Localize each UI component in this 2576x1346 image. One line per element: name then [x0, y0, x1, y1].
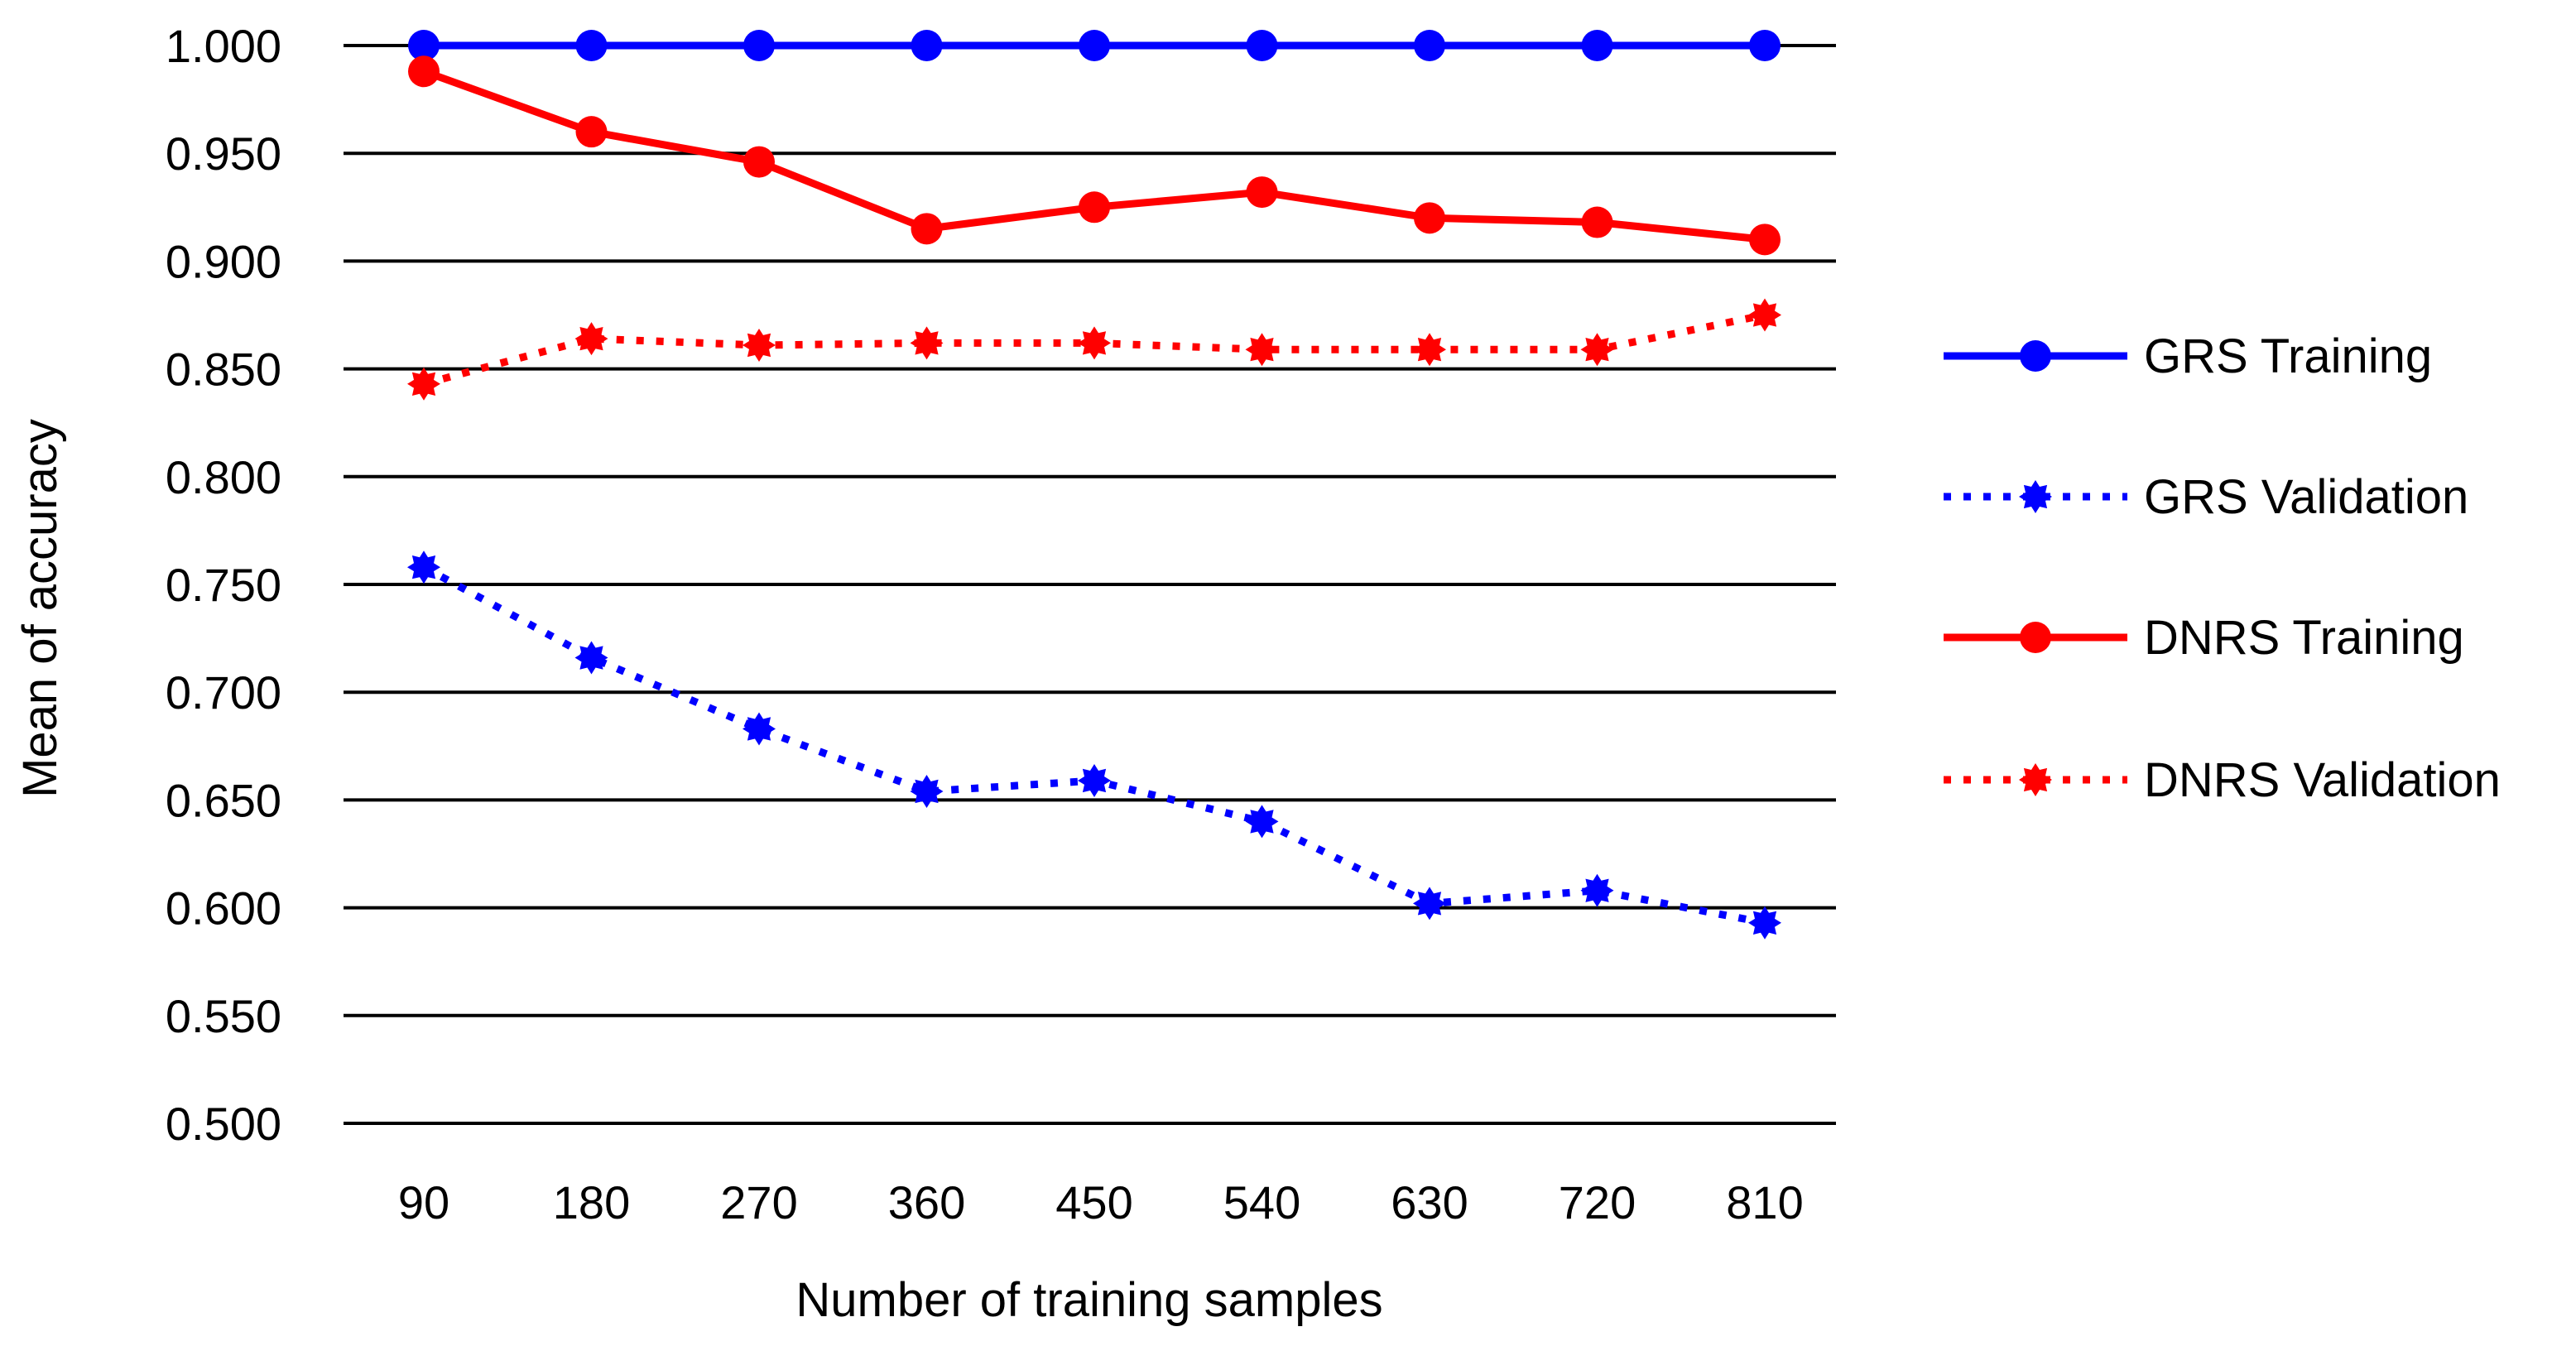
data-point [1245, 805, 1279, 839]
legend-label: GRS Validation [2144, 470, 2468, 524]
x-tick-label: 90 [398, 1176, 449, 1228]
data-point [1748, 906, 1781, 940]
data-point [743, 146, 775, 178]
legend: GRS Training GRS Validation DNRS Training D… [1944, 329, 2501, 807]
data-point [910, 775, 944, 808]
data-point [1078, 764, 1111, 797]
data-point [1413, 333, 1446, 367]
legend-marker [2020, 622, 2051, 653]
data-point [408, 55, 440, 88]
data-point [743, 329, 776, 362]
data-point [407, 367, 440, 401]
legend-entry: GRS Validation [1944, 470, 2468, 524]
legend-label: DNRS Validation [2144, 753, 2501, 807]
y-tick-label: 0.750 [166, 559, 281, 611]
legend-entry: GRS Training [1944, 329, 2432, 383]
x-tick-label: 180 [553, 1176, 630, 1228]
y-tick-label: 0.900 [166, 235, 281, 287]
x-tick-label: 450 [1055, 1176, 1132, 1228]
y-axis-title: Mean of accuracy [13, 419, 67, 798]
data-point [743, 712, 776, 746]
series-line [421, 564, 1766, 927]
series-group [407, 30, 1781, 940]
series-dnrs-training [408, 55, 1781, 256]
data-point [1580, 333, 1614, 367]
legend-entry: DNRS Validation [1944, 753, 2501, 807]
y-tick-label: 0.600 [166, 882, 281, 935]
data-point [1581, 30, 1613, 61]
y-tick-label: 0.650 [166, 774, 281, 826]
y-tick-label: 0.800 [166, 451, 281, 503]
data-point [911, 213, 943, 245]
y-tick-label: 0.500 [166, 1098, 281, 1150]
y-tick-label: 0.700 [166, 666, 281, 719]
y-tick-label: 0.850 [166, 344, 281, 396]
data-point [1245, 333, 1279, 367]
legend-label: DNRS Training [2144, 611, 2464, 665]
data-point [1581, 206, 1613, 238]
data-point [911, 30, 943, 61]
data-point [1246, 30, 1278, 61]
data-point [1749, 30, 1781, 61]
x-tick-label: 630 [1391, 1176, 1468, 1228]
data-point [1414, 202, 1445, 234]
y-tick-label: 0.550 [166, 990, 281, 1042]
series-dnrs-validation [407, 298, 1781, 401]
data-point [1749, 224, 1781, 256]
data-point [1748, 298, 1781, 332]
data-point [574, 641, 608, 675]
data-point [910, 326, 944, 360]
data-point [1414, 30, 1445, 61]
data-point [408, 30, 440, 61]
y-tick-label: 0.950 [166, 127, 281, 180]
legend-entry: DNRS Training [1944, 611, 2464, 665]
data-point [1079, 191, 1110, 224]
data-point [1079, 30, 1110, 61]
x-tick-label: 270 [720, 1176, 797, 1228]
x-axis-ticks: 90 180 270 360 450 540 630 720 810 [398, 1176, 1804, 1228]
data-point [1413, 887, 1446, 921]
data-point [574, 322, 608, 356]
legend-label: GRS Training [2144, 329, 2432, 383]
data-point [743, 30, 775, 61]
data-point [1580, 873, 1614, 907]
legend-marker [2019, 480, 2052, 513]
x-tick-label: 360 [888, 1176, 965, 1228]
x-tick-label: 540 [1223, 1176, 1300, 1228]
y-axis-ticks: 0.500 0.550 0.600 0.650 0.700 0.750 0.800 0.850… [166, 20, 281, 1150]
series-grs-validation [407, 550, 1781, 940]
data-point [1078, 326, 1111, 360]
data-point [1246, 176, 1278, 209]
x-tick-label: 720 [1559, 1176, 1636, 1228]
data-point [575, 116, 608, 148]
series-grs-training [408, 30, 1781, 61]
x-tick-label: 810 [1726, 1176, 1803, 1228]
legend-marker [2020, 340, 2051, 372]
data-point [407, 550, 440, 584]
legend-marker [2019, 763, 2052, 796]
data-point [575, 30, 608, 61]
y-tick-label: 1.000 [166, 20, 281, 72]
x-axis-title: Number of training samples [795, 1273, 1382, 1327]
